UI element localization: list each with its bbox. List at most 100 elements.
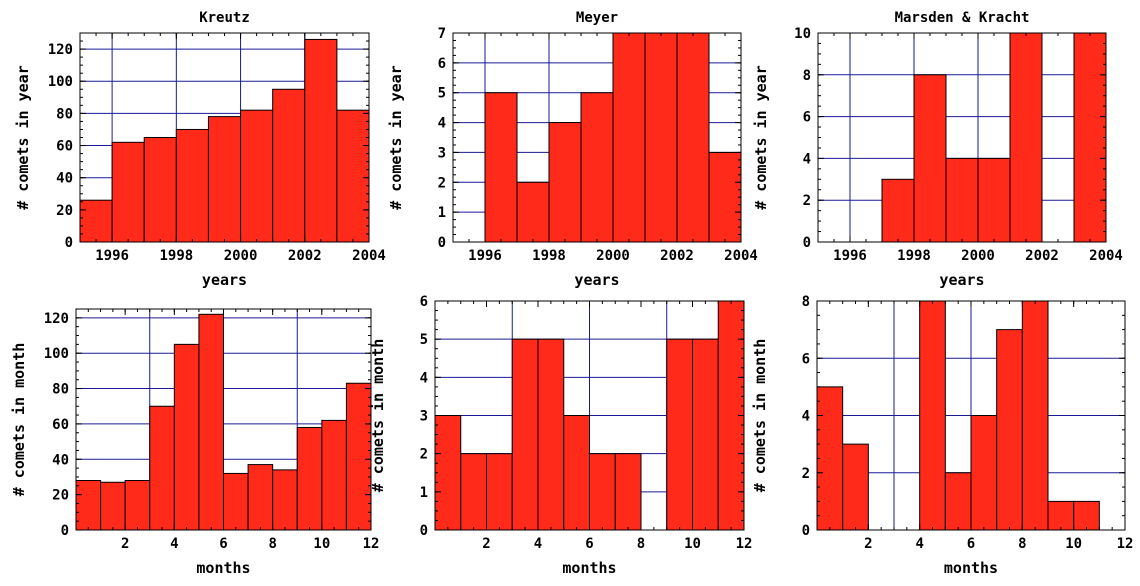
bar xyxy=(321,419,347,531)
y-tick-label: 20 xyxy=(56,203,73,219)
y-tick-label: 0 xyxy=(65,235,73,251)
bar xyxy=(484,92,518,243)
y-tick-label: 3 xyxy=(420,409,428,425)
x-tick-label: 1998 xyxy=(159,248,193,264)
y-axis-label: # comets in year xyxy=(752,65,770,210)
y-tick-label: 120 xyxy=(44,311,69,327)
y-tick-label: 40 xyxy=(52,452,69,468)
x-tick-label: 10 xyxy=(684,536,701,552)
y-tick-label: 2 xyxy=(438,175,446,191)
y-tick-label: 100 xyxy=(48,74,73,90)
x-tick-label: 6 xyxy=(967,536,975,552)
y-tick-label: 2 xyxy=(420,447,428,463)
y-tick-label: 2 xyxy=(802,466,810,482)
bar xyxy=(75,479,102,531)
y-tick-label: 80 xyxy=(52,382,69,398)
x-tick-label: 1996 xyxy=(468,248,502,264)
y-tick-label: 6 xyxy=(802,351,810,367)
bar xyxy=(1021,300,1049,531)
bar xyxy=(563,415,590,531)
x-tick-label: 2004 xyxy=(724,248,758,264)
bar xyxy=(881,178,915,243)
bar xyxy=(945,157,979,243)
chart-title: Marsden & Kracht xyxy=(895,10,1030,26)
y-tick-label: 10 xyxy=(794,26,811,42)
x-tick-label: 2000 xyxy=(961,248,995,264)
x-tick-label: 12 xyxy=(1117,536,1134,552)
bar xyxy=(345,382,372,531)
chart-panel-3: 1996 1998 2000 2002 2004 0 2 4 6 8 10 Marsden & Kra… xyxy=(752,10,1123,289)
x-tick-label: 6 xyxy=(219,536,227,552)
bar xyxy=(486,453,513,531)
y-tick-label: 8 xyxy=(802,294,810,310)
y-tick-label: 100 xyxy=(44,346,69,362)
y-tick-label: 0 xyxy=(803,235,811,251)
y-tick-label: 3 xyxy=(438,145,446,161)
x-tick-label: 2 xyxy=(121,536,129,552)
bar xyxy=(644,32,678,243)
x-tick-label: 8 xyxy=(268,536,276,552)
y-tick-label: 0 xyxy=(802,523,810,539)
bar xyxy=(434,415,462,531)
y-axis-label: # comets in month xyxy=(751,339,769,493)
bar xyxy=(1073,500,1100,531)
x-tick-label: 2 xyxy=(482,536,490,552)
bar xyxy=(272,469,298,531)
bar xyxy=(111,141,145,243)
y-axis-label: # comets in year xyxy=(14,65,32,210)
bar xyxy=(842,443,869,531)
y-tick-label: 0 xyxy=(420,523,428,539)
bar xyxy=(173,343,200,531)
y-tick-label: 4 xyxy=(803,151,811,167)
bar xyxy=(304,38,338,243)
y-tick-label: 5 xyxy=(438,86,446,102)
y-tick-label: 60 xyxy=(56,139,73,155)
chart-title: Kreutz xyxy=(199,10,250,26)
x-tick-label: 4 xyxy=(534,536,542,552)
bar xyxy=(198,313,225,531)
bar xyxy=(548,122,582,243)
bar xyxy=(460,453,487,531)
x-axis-label: years xyxy=(939,271,984,289)
y-tick-label: 120 xyxy=(48,42,73,58)
bar xyxy=(272,88,306,243)
bar xyxy=(240,109,274,243)
bar xyxy=(996,329,1023,531)
x-axis-label: months xyxy=(562,559,616,577)
x-tick-label: 2002 xyxy=(1025,248,1059,264)
bar xyxy=(589,453,616,531)
bar xyxy=(816,386,844,531)
y-tick-label: 60 xyxy=(52,417,69,433)
x-axis-label: months xyxy=(196,559,250,577)
bar xyxy=(79,199,113,243)
x-tick-label: 12 xyxy=(736,536,753,552)
bar xyxy=(223,472,249,531)
x-tick-label: 12 xyxy=(363,536,380,552)
y-tick-label: 5 xyxy=(420,332,428,348)
y-axis-label: # comets in year xyxy=(387,65,405,210)
y-tick-label: 40 xyxy=(56,171,73,187)
bar xyxy=(692,338,719,531)
y-tick-label: 20 xyxy=(52,488,69,504)
y-tick-label: 6 xyxy=(803,110,811,126)
x-tick-label: 10 xyxy=(1065,536,1082,552)
bar xyxy=(247,464,274,531)
bar xyxy=(143,137,177,243)
bar xyxy=(708,151,742,243)
x-tick-label: 10 xyxy=(313,536,330,552)
bar xyxy=(336,109,370,243)
x-tick-label: 1998 xyxy=(897,248,931,264)
chart-panel-1: 1996 1998 2000 2002 2004 0 20 40 60 80 100 120 Kreut… xyxy=(14,10,386,289)
chart-panel-6: 2 4 6 8 10 12 0 2 4 6 8 months # comets in month xyxy=(751,294,1133,577)
bar xyxy=(175,128,209,243)
y-tick-label: 4 xyxy=(420,370,428,386)
bar xyxy=(977,157,1011,243)
bar xyxy=(970,415,998,531)
bar xyxy=(1047,500,1075,531)
y-tick-label: 8 xyxy=(803,68,811,84)
chart-panel-2: 1996 1998 2000 2002 2004 0 1 2 3 4 5 6 7 Meyer years # … xyxy=(387,10,758,289)
x-tick-label: 2 xyxy=(864,536,872,552)
bar xyxy=(207,116,242,243)
